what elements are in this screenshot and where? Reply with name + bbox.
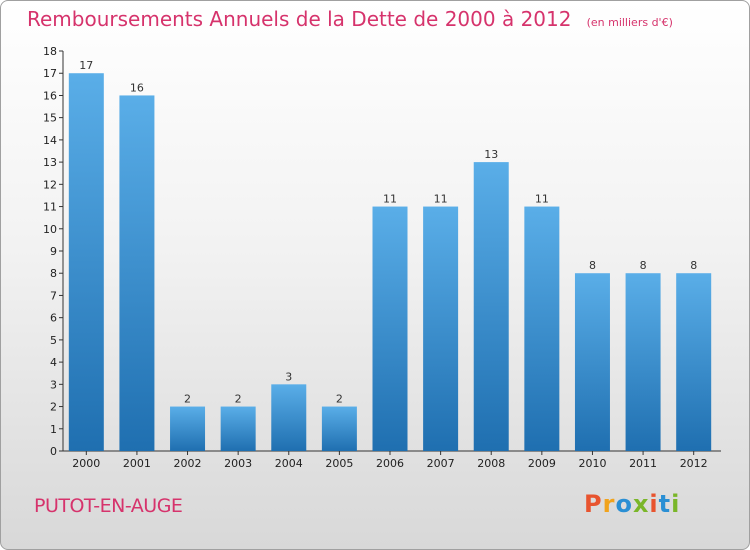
x-tick-label: 2002 <box>174 457 202 470</box>
data-label: 2 <box>336 393 343 406</box>
data-label: 8 <box>589 259 596 272</box>
bar <box>271 384 307 451</box>
data-label: 11 <box>383 193 397 206</box>
y-tick-label: 3 <box>50 378 57 391</box>
logo-letter: i <box>649 490 659 518</box>
logo-letter: x <box>632 490 650 518</box>
y-tick-label: 2 <box>50 401 57 414</box>
bar <box>574 273 610 451</box>
x-tick-label: 2004 <box>275 457 303 470</box>
data-label: 11 <box>535 193 549 206</box>
x-tick-label: 2009 <box>528 457 556 470</box>
x-tick-label: 2001 <box>123 457 151 470</box>
y-tick-label: 5 <box>50 334 57 347</box>
chart-unit: (en milliers d'€) <box>586 16 673 29</box>
x-tick-label: 2000 <box>72 457 100 470</box>
chart-title-text: Remboursements Annuels de la Dette de 20… <box>27 7 572 31</box>
y-tick-label: 14 <box>43 134 57 147</box>
x-tick-label: 2011 <box>629 457 657 470</box>
logo-letter: o <box>615 490 633 518</box>
data-label: 13 <box>484 148 498 161</box>
y-tick-label: 13 <box>43 156 57 169</box>
y-tick-label: 0 <box>50 445 57 458</box>
x-tick-label: 2005 <box>325 457 353 470</box>
y-tick-label: 9 <box>50 245 57 258</box>
data-label: 2 <box>184 393 191 406</box>
y-tick-label: 16 <box>43 89 57 102</box>
bar <box>119 95 155 451</box>
x-tick-label: 2008 <box>477 457 505 470</box>
bar <box>676 273 712 451</box>
y-tick-label: 7 <box>50 289 57 302</box>
data-label: 2 <box>235 393 242 406</box>
y-tick-label: 17 <box>43 67 57 80</box>
data-label: 8 <box>690 259 697 272</box>
y-tick-label: 6 <box>50 312 57 325</box>
bar <box>423 206 459 451</box>
data-label: 3 <box>285 370 292 383</box>
data-label: 8 <box>640 259 647 272</box>
data-label: 17 <box>79 59 93 72</box>
proxiti-logo: Proxiti <box>584 490 680 518</box>
bar <box>372 206 408 451</box>
y-tick-label: 8 <box>50 267 57 280</box>
bar <box>68 73 104 451</box>
data-label: 11 <box>434 193 448 206</box>
y-tick-label: 11 <box>43 201 57 214</box>
logo-letter: i <box>671 490 681 518</box>
x-tick-label: 2007 <box>427 457 455 470</box>
y-tick-label: 15 <box>43 112 57 125</box>
bar <box>473 162 509 451</box>
chart-title: Remboursements Annuels de la Dette de 20… <box>27 7 673 31</box>
logo-letter: r <box>602 490 616 518</box>
data-label: 16 <box>130 81 144 94</box>
logo-letter: t <box>658 490 672 518</box>
x-tick-label: 2010 <box>578 457 606 470</box>
x-tick-label: 2006 <box>376 457 404 470</box>
bar <box>170 406 206 451</box>
place-name: PUTOT-EN-AUGE <box>34 495 183 517</box>
x-tick-label: 2003 <box>224 457 252 470</box>
y-tick-label: 18 <box>43 45 57 58</box>
y-tick-label: 10 <box>43 223 57 236</box>
logo-letter: P <box>584 490 603 518</box>
y-tick-label: 1 <box>50 423 57 436</box>
bar <box>524 206 560 451</box>
x-tick-label: 2012 <box>680 457 708 470</box>
bar <box>321 406 357 451</box>
y-tick-label: 12 <box>43 178 57 191</box>
bar <box>625 273 661 451</box>
bar <box>220 406 256 451</box>
y-tick-label: 4 <box>50 356 57 369</box>
